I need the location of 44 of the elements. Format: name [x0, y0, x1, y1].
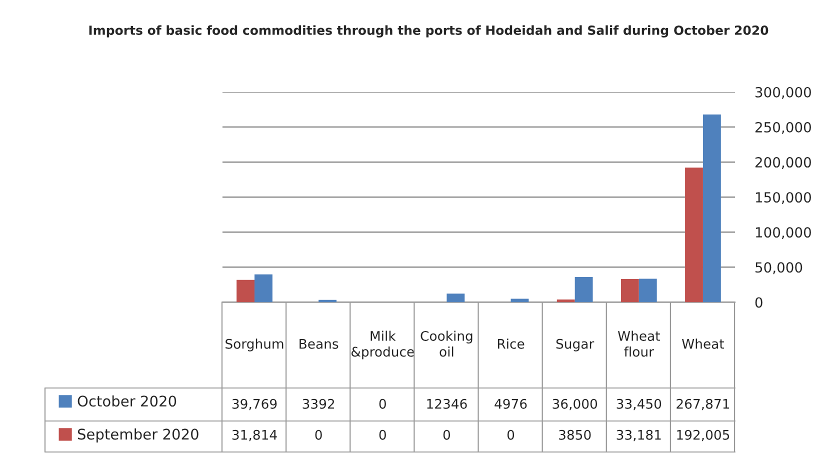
data-label: 0: [507, 430, 514, 440]
y-tick-label: 50,000: [756, 262, 802, 274]
data-label: 31,814: [232, 430, 277, 442]
bar: [702, 114, 721, 302]
data-label: 4976: [494, 398, 527, 409]
bar: [446, 294, 465, 302]
x-tick-label: Cooking oil: [420, 330, 472, 357]
data-label: 0: [443, 430, 450, 440]
y-tick-label: 300,000: [756, 86, 811, 99]
bar: [510, 298, 529, 302]
x-tick-label: Milk &produce: [351, 330, 414, 360]
data-label: 33,181: [616, 430, 661, 442]
data-label: 36,000: [552, 398, 598, 410]
x-tick-label: Beans: [300, 339, 338, 349]
bar: [638, 278, 657, 302]
data-label: 3850: [559, 430, 591, 440]
x-tick-label: Wheat: [682, 338, 724, 349]
legend-label: September 2020: [78, 428, 198, 443]
data-label: 192,005: [677, 430, 730, 442]
x-tick-label: Rice: [498, 338, 524, 349]
bar: [236, 280, 255, 302]
bar: [685, 168, 703, 302]
x-tick-label: Sorghum: [226, 338, 284, 352]
y-tick-label: 200,000: [755, 157, 811, 169]
y-tick-label: 0: [755, 297, 762, 308]
data-label: 12346: [427, 398, 467, 409]
data-label: 3392: [302, 398, 334, 409]
x-tick-label: Wheat flour: [618, 330, 660, 357]
bar: [254, 274, 272, 302]
bar: [556, 300, 575, 302]
data-label: 0: [379, 430, 386, 440]
y-tick-label: 100,000: [756, 227, 811, 240]
y-tick-label: 250,000: [755, 122, 811, 134]
data-label: 33,450: [616, 398, 662, 410]
data-label: 267,871: [676, 398, 730, 410]
chart-title: Imports of basic food commodities through the ports of Hodeidah and Salif during October 2020: [89, 25, 768, 38]
x-tick-label: Sugar: [556, 338, 594, 352]
bar: [620, 278, 639, 302]
data-label: 39,769: [232, 398, 277, 410]
y-tick-label: 150,000: [756, 192, 811, 204]
bar: [574, 276, 593, 302]
data-label: 0: [379, 398, 386, 409]
legend-label: October 2020: [78, 395, 176, 407]
data-label: 0: [315, 430, 322, 440]
